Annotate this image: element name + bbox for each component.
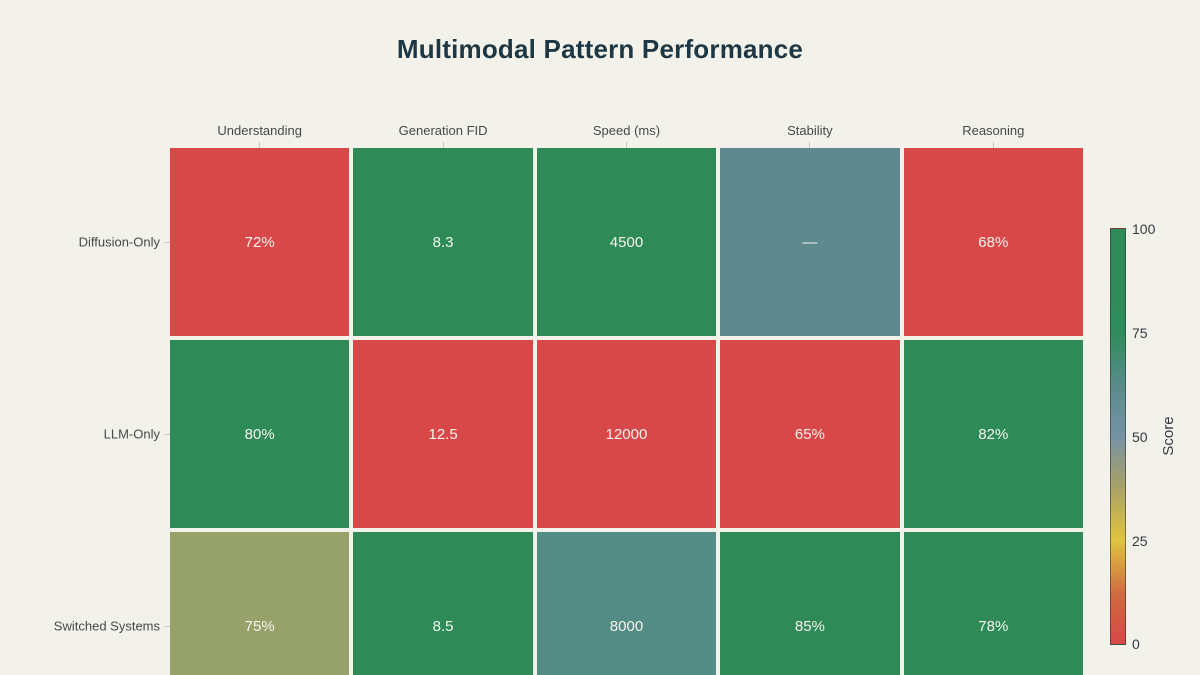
column-tick bbox=[170, 142, 349, 148]
column-header-row: Understanding Generation FID Speed (ms) … bbox=[170, 123, 1083, 141]
row-label-diffusion-only: Diffusion-Only bbox=[78, 234, 160, 250]
colorbar-tick-75: 75 bbox=[1132, 325, 1148, 341]
heatmap-cell: 80% bbox=[170, 340, 350, 528]
row-tick bbox=[164, 626, 170, 627]
heatmap-cell: 8.5 bbox=[353, 532, 533, 675]
heatmap-cell: 75% bbox=[170, 532, 350, 675]
heatmap-cell: 12000 bbox=[536, 340, 717, 528]
heatmap-cell: 4500 bbox=[536, 148, 717, 336]
heatmap-cell: 78% bbox=[903, 532, 1083, 675]
heatmap-cell: 82% bbox=[903, 340, 1083, 528]
row-label-switched-systems: Switched Systems bbox=[53, 618, 160, 634]
column-header-generation-fid: Generation FID bbox=[398, 123, 488, 138]
row-label-llm-only: LLM-Only bbox=[103, 426, 160, 442]
colorbar-tick-50: 50 bbox=[1132, 429, 1148, 445]
column-tick bbox=[353, 142, 532, 148]
colorbar-gradient bbox=[1110, 228, 1126, 645]
column-header-reasoning: Reasoning bbox=[962, 123, 1025, 138]
colorbar-tick-25: 25 bbox=[1132, 533, 1148, 549]
colorbar-axis-title: Score bbox=[1160, 416, 1177, 456]
column-header-understanding: Understanding bbox=[217, 123, 302, 138]
heatmap-cell: — bbox=[720, 148, 900, 336]
column-header-stability: Stability bbox=[787, 123, 833, 138]
row-tick bbox=[164, 242, 170, 243]
row-tick bbox=[164, 434, 170, 435]
heatmap-cell: 8000 bbox=[536, 532, 717, 675]
chart-title: Multimodal Pattern Performance bbox=[396, 34, 804, 64]
heatmap-grid: 72% 8.3 4500 — 68% 80% 12.5 12000 65% 82… bbox=[170, 148, 1083, 675]
heatmap-cell: 85% bbox=[720, 532, 900, 675]
column-tick bbox=[720, 142, 899, 148]
colorbar-tick-100: 100 bbox=[1132, 221, 1156, 237]
heatmap-cell: 68% bbox=[903, 148, 1083, 336]
column-tick bbox=[537, 142, 716, 148]
heatmap-cell: 72% bbox=[170, 148, 350, 336]
heatmap-cell: 8.3 bbox=[353, 148, 533, 336]
column-header-speed: Speed (ms) bbox=[592, 123, 661, 138]
column-tick bbox=[904, 142, 1083, 148]
column-axis-ticks bbox=[170, 142, 1083, 148]
heatmap-cell: 65% bbox=[720, 340, 900, 528]
colorbar-tick-0: 0 bbox=[1132, 636, 1140, 652]
heatmap-cell: 12.5 bbox=[353, 340, 533, 528]
